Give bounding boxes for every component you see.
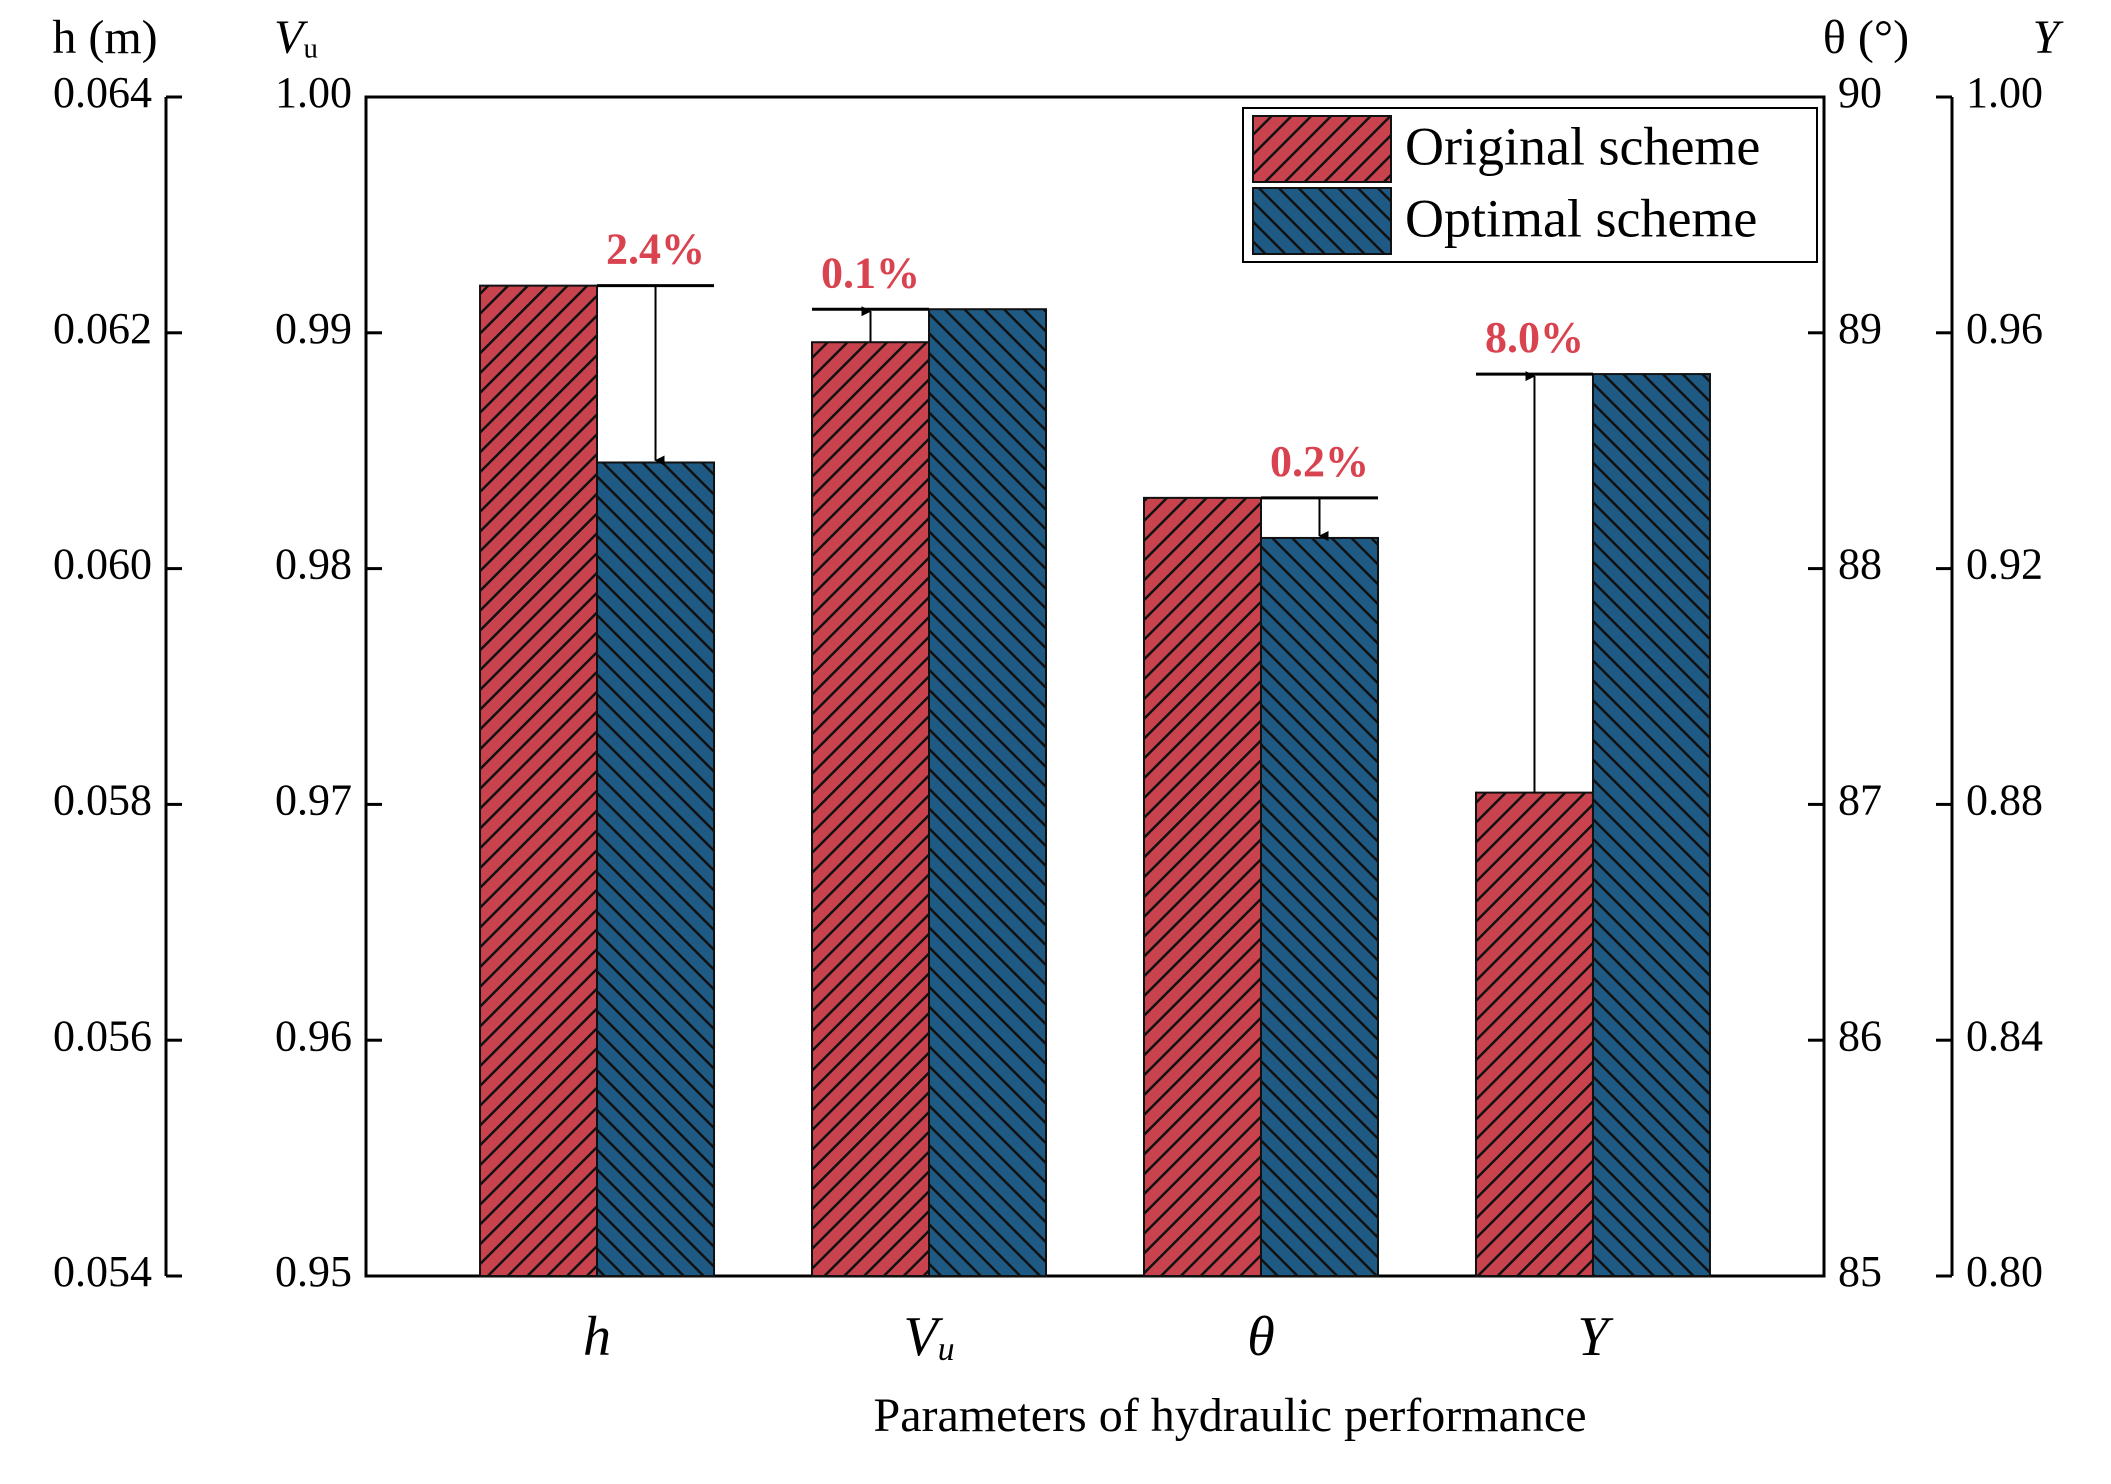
tick-label: 0.98 [275,540,352,589]
x-axis-title: Parameters of hydraulic performance [874,1389,1587,1442]
legend-swatch [1252,187,1392,255]
tick-label: 86 [1838,1011,1882,1060]
legend-label: Optimal scheme [1405,188,1757,248]
bar [596,461,716,1277]
axis-title-subscript: u [303,32,317,64]
x-tick-label: h [583,1306,611,1368]
bar [1474,791,1594,1277]
legend-swatch [1252,115,1392,183]
axis-title: θ (°) [1823,11,1909,64]
tick-label: 0.84 [1966,1011,2043,1060]
tick-label: 0.060 [53,540,152,589]
bar [928,308,1048,1278]
tick-label: 0.054 [53,1247,152,1296]
legend-label: Original scheme [1405,116,1760,176]
axis-title-symbol: V [274,11,308,64]
tick-label: 0.97 [275,775,352,824]
tick-label: 0.96 [275,1011,352,1060]
tick-label: 88 [1838,540,1882,589]
tick-label: 0.92 [1966,540,2043,589]
tick-label: 0.88 [1966,775,2043,824]
annotation-label: 0.1% [821,248,920,297]
tick-label: 89 [1838,304,1882,353]
bar [1591,373,1711,1277]
x-tick-label: Y [1577,1306,1614,1368]
bar [811,341,931,1277]
tick-label: 0.96 [1966,304,2043,353]
tick-label: 0.99 [275,304,352,353]
tick-label: 0.062 [53,304,152,353]
axis-title: Vu [274,11,318,64]
tick-label: 1.00 [275,68,352,117]
tick-label: 0.064 [53,68,152,117]
annotation-label: 0.2% [1270,437,1369,486]
tick-label: 87 [1838,775,1882,824]
bar [1142,496,1262,1277]
bar [479,284,599,1277]
annotation-label: 2.4% [606,225,705,274]
tick-label: 0.056 [53,1011,152,1060]
annotation-label: 8.0% [1485,313,1584,362]
axis-title: h (m) [52,11,157,64]
x-tick-label-subscript: u [938,1331,955,1368]
x-tick-label: Vu [903,1306,954,1368]
tick-label: 0.95 [275,1247,352,1296]
tick-label: 90 [1838,68,1882,117]
tick-label: 85 [1838,1247,1882,1296]
axis-title: Y [2033,11,2064,64]
bar [1259,536,1379,1277]
x-tick-label-symbol: V [903,1306,943,1368]
x-tick-label: θ [1247,1306,1275,1368]
tick-label: 0.058 [53,775,152,824]
tick-label: 1.00 [1966,68,2043,117]
tick-label: 0.80 [1966,1247,2043,1296]
